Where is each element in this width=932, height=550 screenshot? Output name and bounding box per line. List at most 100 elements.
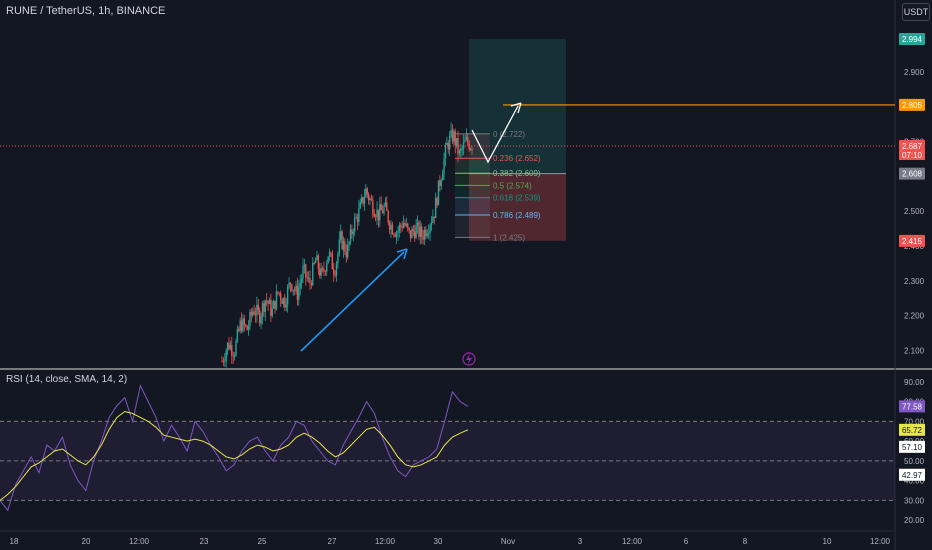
rsi-ma-line bbox=[0, 410, 469, 501]
candle-up bbox=[225, 350, 227, 361]
candle-down bbox=[400, 225, 402, 227]
time-axis-tick: 12:00 bbox=[129, 537, 150, 546]
candle-down bbox=[293, 289, 296, 291]
candle-down bbox=[404, 223, 406, 226]
candle-up bbox=[229, 344, 232, 350]
time-axis-tick: 12:00 bbox=[622, 537, 643, 546]
rsi-value-box bbox=[899, 440, 925, 453]
candle-up bbox=[448, 136, 451, 150]
candle-down bbox=[471, 148, 473, 151]
candle-up bbox=[453, 131, 455, 142]
candle-up bbox=[429, 225, 431, 233]
lightning-icon[interactable] bbox=[462, 352, 476, 366]
candle-down bbox=[366, 188, 368, 195]
candle-down bbox=[454, 131, 456, 146]
candle-down bbox=[377, 209, 380, 221]
candle-up bbox=[340, 231, 342, 240]
candle-up bbox=[226, 342, 229, 351]
candle-up bbox=[268, 299, 271, 305]
price-label: 2.805 bbox=[902, 101, 923, 110]
candle-up bbox=[353, 217, 356, 232]
candle-up bbox=[346, 244, 349, 258]
candle-down bbox=[351, 229, 353, 235]
rsi-axis-tick: 40.00 bbox=[904, 477, 925, 486]
rsi-axis-tick: 30.00 bbox=[904, 496, 925, 505]
candle-up bbox=[282, 297, 285, 305]
candle-down bbox=[374, 216, 377, 218]
candle-down bbox=[362, 197, 364, 204]
price-axis-tick: 2.900 bbox=[904, 68, 925, 77]
candle-down bbox=[313, 263, 315, 264]
candle-down bbox=[394, 234, 396, 237]
candle-down bbox=[370, 198, 373, 201]
price-axis-tick: 2.300 bbox=[904, 277, 925, 286]
countdown-box bbox=[899, 150, 925, 161]
candle-up bbox=[461, 148, 463, 150]
candle-up bbox=[320, 267, 322, 276]
candle-down bbox=[238, 329, 240, 331]
candle-down bbox=[372, 200, 374, 215]
candle-down bbox=[344, 241, 346, 253]
candle-down bbox=[277, 291, 279, 293]
candle-down bbox=[381, 210, 384, 214]
candle-up bbox=[342, 241, 345, 250]
candle-up bbox=[443, 158, 445, 174]
candle-up bbox=[402, 223, 405, 228]
candle-down bbox=[401, 226, 403, 228]
candle-down bbox=[393, 234, 395, 235]
candle-down bbox=[278, 292, 280, 294]
time-axis-tick: 6 bbox=[684, 537, 689, 546]
candle-down bbox=[228, 342, 230, 350]
candle-down bbox=[425, 229, 427, 237]
candle-up bbox=[349, 229, 352, 243]
currency-button[interactable]: USDT bbox=[902, 3, 930, 21]
candle-down bbox=[257, 304, 260, 311]
candle-down bbox=[319, 269, 321, 276]
price-label: 2.608 bbox=[902, 170, 923, 179]
time-axis-tick: Nov bbox=[501, 537, 515, 546]
candle-down bbox=[408, 227, 410, 231]
rsi-value-label: 77.58 bbox=[902, 402, 923, 411]
symbol-title: RUNE / TetherUS, 1h, BINANCE bbox=[6, 5, 166, 17]
candle-up bbox=[233, 355, 236, 357]
candle-up bbox=[286, 287, 289, 305]
candle-down bbox=[331, 253, 334, 270]
rsi-value-box bbox=[899, 423, 925, 436]
candle-down bbox=[388, 222, 391, 230]
candle-down bbox=[323, 269, 325, 272]
price-axis-tick: 2.500 bbox=[904, 207, 925, 216]
candle-up bbox=[358, 208, 360, 222]
candle-down bbox=[245, 324, 247, 326]
projection-path bbox=[471, 105, 519, 164]
candle-down bbox=[310, 283, 313, 285]
fib-level-label: 1 (2.425) bbox=[493, 233, 525, 242]
candle-down bbox=[333, 269, 335, 275]
candle-down bbox=[274, 300, 276, 310]
fib-band bbox=[455, 185, 490, 198]
candle-up bbox=[303, 264, 306, 267]
candle-down bbox=[468, 143, 470, 150]
candle-down bbox=[391, 224, 394, 235]
candle-up bbox=[416, 222, 419, 226]
candle-down bbox=[270, 299, 272, 316]
candle-up bbox=[359, 202, 361, 209]
rsi-indicator-title: RSI (14, close, SMA, 14, 2) bbox=[6, 374, 128, 385]
price-label-box bbox=[899, 234, 925, 247]
candle-down bbox=[309, 277, 311, 284]
stop-zone bbox=[469, 173, 566, 241]
candle-down bbox=[356, 216, 359, 222]
candle-up bbox=[299, 283, 301, 288]
candle-up bbox=[264, 300, 266, 313]
candle-up bbox=[352, 231, 354, 235]
time-axis-tick: 18 bbox=[10, 537, 19, 546]
candle-up bbox=[285, 304, 287, 308]
candle-up bbox=[335, 262, 338, 276]
candle-up bbox=[360, 197, 363, 203]
rsi-value-box bbox=[899, 400, 925, 413]
candle-up bbox=[260, 316, 262, 324]
candle-up bbox=[224, 360, 226, 362]
candle-up bbox=[314, 260, 317, 264]
candle-up bbox=[307, 277, 310, 279]
candle-up bbox=[326, 263, 328, 272]
